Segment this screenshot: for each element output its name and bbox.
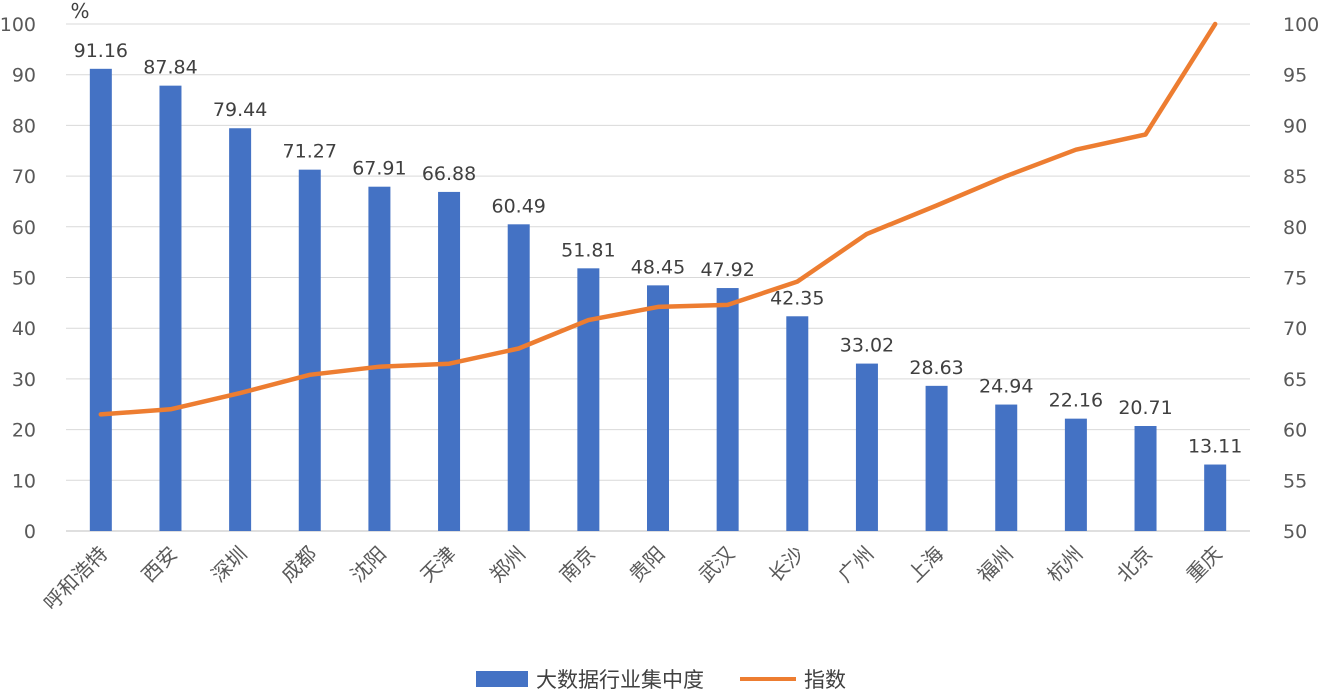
data-label: 47.92 bbox=[700, 259, 754, 281]
left-tick-label: 40 bbox=[12, 318, 36, 340]
legend-bar-swatch bbox=[476, 671, 528, 687]
bar bbox=[229, 128, 252, 531]
right-tick-label: 85 bbox=[1283, 166, 1307, 188]
x-tick-label: 上海 bbox=[903, 542, 948, 587]
right-tick-label: 80 bbox=[1283, 217, 1307, 239]
bar bbox=[159, 85, 182, 532]
bar bbox=[995, 404, 1018, 531]
left-tick-label: 10 bbox=[12, 470, 36, 492]
x-tick-label: 重庆 bbox=[1181, 542, 1226, 587]
x-tick-label: 长沙 bbox=[764, 542, 809, 587]
right-tick-label: 55 bbox=[1283, 470, 1307, 492]
right-tick-label: 90 bbox=[1283, 115, 1307, 137]
data-label: 20.71 bbox=[1118, 397, 1172, 419]
right-tick-label: 95 bbox=[1283, 65, 1307, 87]
bar bbox=[1134, 426, 1157, 531]
bar bbox=[786, 316, 809, 531]
bar bbox=[577, 268, 600, 531]
legend-item-bar: 大数据行业集中度 bbox=[476, 664, 704, 694]
bar bbox=[1064, 418, 1087, 531]
left-tick-label: 0 bbox=[24, 521, 36, 543]
left-tick-label: 100 bbox=[0, 14, 36, 36]
bars bbox=[89, 68, 1227, 532]
x-tick-label: 天津 bbox=[415, 542, 460, 587]
left-tick-label: 80 bbox=[12, 115, 36, 137]
right-tick-label: 60 bbox=[1283, 420, 1307, 442]
data-label: 42.35 bbox=[770, 287, 824, 309]
left-axis: 0 10 20 30 40 50 60 70 80 90 100 bbox=[0, 14, 36, 543]
right-tick-label: 75 bbox=[1283, 268, 1307, 290]
left-tick-label: 20 bbox=[12, 420, 36, 442]
legend-bar-label: 大数据行业集中度 bbox=[536, 668, 704, 692]
x-tick-label: 广州 bbox=[833, 542, 878, 587]
bar bbox=[507, 224, 530, 531]
data-label: 60.49 bbox=[492, 195, 546, 217]
chart: 91.16 87.84 79.44 71.27 67.91 66.88 60.49 51.81… bbox=[0, 0, 1319, 616]
right-tick-label: 65 bbox=[1283, 369, 1307, 391]
bar bbox=[925, 385, 948, 531]
right-tick-label: 70 bbox=[1283, 318, 1307, 340]
legend-item-line: 指数 bbox=[740, 664, 846, 694]
data-label: 33.02 bbox=[840, 335, 894, 357]
left-tick-label: 60 bbox=[12, 217, 36, 239]
x-tick-label: 北京 bbox=[1112, 542, 1157, 587]
x-tick-label: 武汉 bbox=[694, 542, 739, 587]
bar bbox=[298, 169, 321, 531]
x-axis: 呼和浩特 西安 深圳 成都 沈阳 天津 郑州 南京 贵阳 武汉 长沙 广州 上海 福州 杭州 北京 重庆 bbox=[39, 542, 1227, 616]
data-label: 67.91 bbox=[352, 158, 406, 180]
left-tick-label: 50 bbox=[12, 268, 36, 290]
data-label: 24.94 bbox=[979, 376, 1033, 398]
bar bbox=[368, 186, 391, 532]
x-tick-label: 贵阳 bbox=[624, 542, 669, 587]
data-label: 13.11 bbox=[1188, 436, 1242, 458]
data-labels: 91.16 87.84 79.44 71.27 67.91 66.88 60.49 51.81… bbox=[74, 40, 1243, 458]
data-label: 48.45 bbox=[631, 256, 685, 278]
x-tick-label: 杭州 bbox=[1042, 542, 1087, 587]
data-label: 87.84 bbox=[143, 57, 197, 79]
data-label: 28.63 bbox=[909, 357, 963, 379]
x-tick-label: 呼和浩特 bbox=[39, 542, 113, 616]
left-tick-label: 70 bbox=[12, 166, 36, 188]
bar bbox=[647, 285, 669, 531]
right-axis: 50 55 60 65 70 75 80 85 90 95 100 bbox=[1283, 14, 1319, 543]
x-tick-label: 西安 bbox=[137, 542, 182, 587]
bar bbox=[89, 68, 112, 532]
bar bbox=[716, 288, 739, 531]
data-label: 91.16 bbox=[74, 40, 128, 62]
legend-line-swatch bbox=[740, 677, 796, 681]
data-label: 22.16 bbox=[1049, 390, 1103, 412]
index-line-layer bbox=[98, 21, 1218, 417]
bar bbox=[1204, 464, 1227, 531]
data-label: 66.88 bbox=[422, 163, 476, 185]
index-line bbox=[98, 21, 1218, 417]
data-label: 79.44 bbox=[213, 99, 267, 121]
right-tick-label: 50 bbox=[1283, 521, 1307, 543]
legend-line-label: 指数 bbox=[804, 668, 846, 692]
x-tick-label: 成都 bbox=[276, 542, 321, 587]
x-tick-label: 郑州 bbox=[485, 542, 530, 587]
data-label: 71.27 bbox=[283, 141, 337, 163]
right-tick-label: 100 bbox=[1283, 14, 1319, 36]
legend: 大数据行业集中度 指数 bbox=[0, 664, 1322, 694]
left-tick-label: 90 bbox=[12, 65, 36, 87]
x-tick-label: 福州 bbox=[973, 542, 1018, 587]
x-tick-label: 沈阳 bbox=[346, 542, 391, 587]
bar bbox=[855, 363, 878, 531]
left-tick-label: 30 bbox=[12, 369, 36, 391]
x-tick-label: 南京 bbox=[555, 542, 600, 587]
data-label: 51.81 bbox=[561, 239, 615, 261]
left-axis-unit: % bbox=[70, 0, 89, 23]
x-tick-label: 深圳 bbox=[206, 542, 251, 587]
